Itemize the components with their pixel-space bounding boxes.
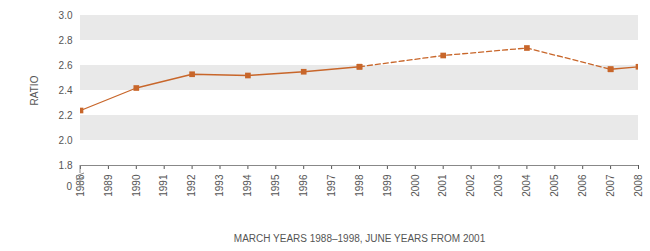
svg-text:2007: 2007 <box>605 174 616 197</box>
svg-text:1988: 1988 <box>74 174 86 197</box>
svg-text:1.8: 1.8 <box>59 160 73 171</box>
svg-text:1996: 1996 <box>298 174 309 197</box>
svg-text:1995: 1995 <box>270 174 281 197</box>
svg-text:1990: 1990 <box>131 174 142 197</box>
svg-text:1991: 1991 <box>158 174 169 197</box>
svg-text:1999: 1999 <box>382 174 393 197</box>
svg-text:1998: 1998 <box>354 174 365 197</box>
svg-text:1989: 1989 <box>103 174 114 197</box>
svg-text:1994: 1994 <box>242 174 253 197</box>
svg-text:2.4: 2.4 <box>59 85 73 96</box>
svg-text:2.6: 2.6 <box>59 60 73 71</box>
svg-text:1993: 1993 <box>214 174 225 197</box>
svg-text:MARCH YEARS 1988–1998, JUNE YE: MARCH YEARS 1988–1998, JUNE YEARS FROM 2… <box>234 233 486 244</box>
svg-text:0: 0 <box>66 181 72 192</box>
svg-text:RATIO: RATIO <box>29 75 40 105</box>
svg-text:2.0: 2.0 <box>59 135 73 146</box>
svg-text:2001: 2001 <box>437 174 448 197</box>
svg-text:3.0: 3.0 <box>59 10 73 21</box>
svg-text:2.2: 2.2 <box>59 110 73 121</box>
svg-text:2.8: 2.8 <box>59 35 73 46</box>
svg-text:2005: 2005 <box>549 174 560 197</box>
svg-text:1992: 1992 <box>186 174 197 197</box>
svg-text:2003: 2003 <box>493 174 504 197</box>
svg-text:2002: 2002 <box>465 174 476 197</box>
svg-text:2008: 2008 <box>633 174 644 197</box>
svg-text:2004: 2004 <box>521 174 532 197</box>
svg-text:2000: 2000 <box>410 174 421 197</box>
svg-text:2006: 2006 <box>577 174 588 197</box>
svg-text:1997: 1997 <box>326 174 337 197</box>
